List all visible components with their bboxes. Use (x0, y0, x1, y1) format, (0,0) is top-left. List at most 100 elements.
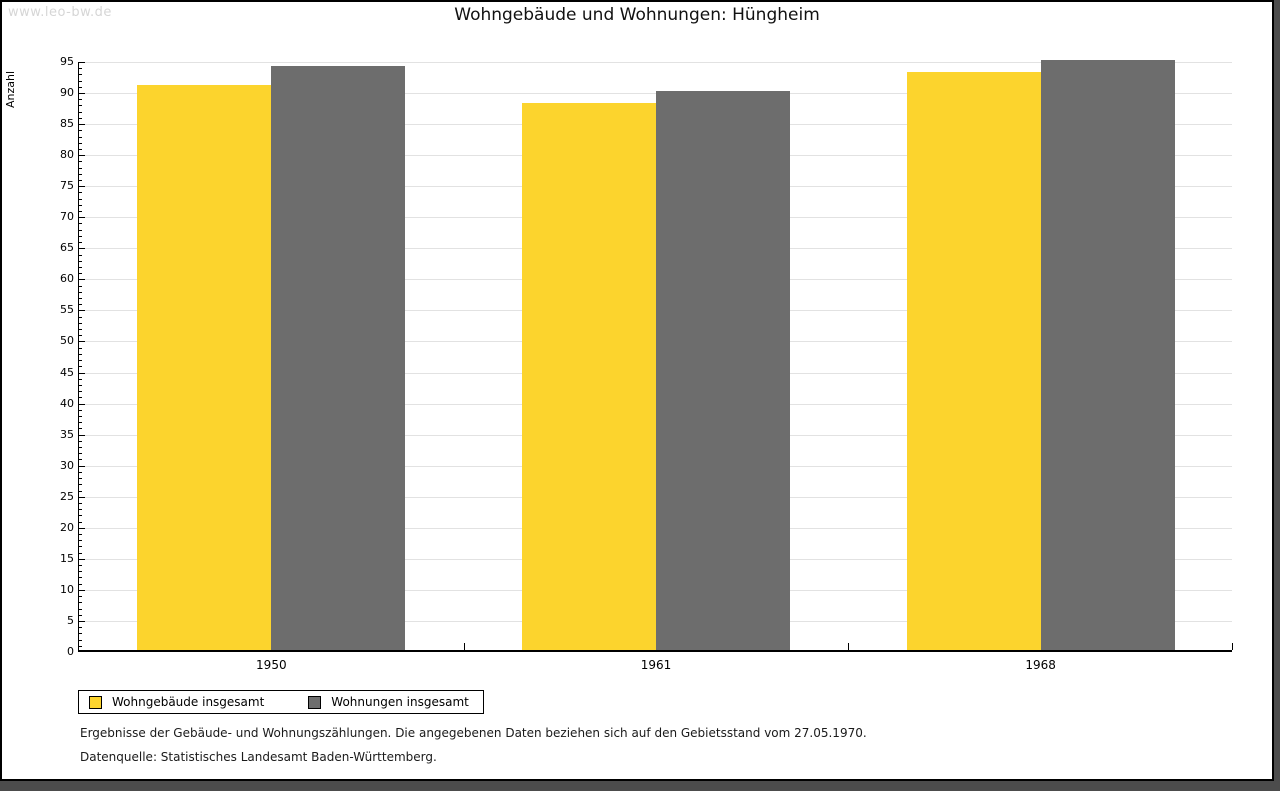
y-tick-label-90: 90 (60, 86, 74, 100)
bar-wohngebaeude-1968 (906, 72, 1041, 650)
y-tick-44 (79, 378, 82, 380)
y-tick-41 (79, 397, 82, 399)
y-tick-2 (79, 639, 82, 641)
y-tick-37 (79, 422, 82, 424)
y-tick-19 (79, 534, 82, 535)
y-tick-43 (79, 384, 82, 386)
y-tick-45 (79, 372, 85, 374)
x-boundary-tick-1 (463, 643, 465, 650)
y-tick-50 (79, 341, 85, 343)
y-tick-5 (79, 620, 85, 622)
y-tick-label-5: 5 (67, 613, 74, 627)
y-tick-33 (79, 447, 82, 449)
y-tick-39 (79, 409, 82, 411)
y-tick-4 (79, 627, 82, 629)
y-tick-38 (79, 416, 82, 417)
y-tick-24 (79, 502, 82, 504)
y-tick-27 (79, 484, 82, 486)
y-tick-74 (79, 192, 82, 194)
y-tick-20 (79, 527, 85, 529)
y-tick-label-60: 60 (60, 272, 74, 286)
y-tick-54 (79, 316, 82, 318)
y-tick-70 (79, 217, 85, 219)
y-tick-32 (79, 453, 82, 455)
y-tick-15 (79, 558, 85, 560)
y-tick-14 (79, 565, 82, 567)
bar-wohnungen-1961 (656, 91, 790, 650)
y-tick-label-70: 70 (60, 210, 74, 224)
y-tick-42 (79, 391, 82, 393)
y-tick-64 (79, 254, 82, 256)
y-tick-93 (79, 74, 82, 76)
y-tick-label-0: 0 (67, 645, 74, 658)
y-tick-76 (79, 180, 82, 181)
y-tick-79 (79, 161, 82, 163)
y-tick-85 (79, 124, 85, 126)
y-tick-label-10: 10 (60, 582, 74, 596)
gridline-y-95 (79, 62, 1232, 63)
y-tick-8 (79, 602, 82, 604)
y-tick-46 (79, 366, 82, 368)
y-tick-88 (79, 105, 82, 107)
y-tick-87 (79, 111, 82, 113)
y-tick-28 (79, 478, 82, 480)
y-tick-6 (79, 614, 82, 616)
y-tick-22 (79, 515, 82, 517)
y-tick-1 (79, 645, 82, 647)
y-tick-83 (79, 136, 82, 138)
y-tick-77 (79, 173, 82, 175)
y-tick-81 (79, 148, 82, 150)
bar-wohngebaeude-1950 (137, 84, 272, 650)
y-tick-17 (79, 546, 82, 548)
y-tick-58 (79, 291, 82, 293)
y-tick-23 (79, 509, 82, 511)
y-tick-label-75: 75 (60, 179, 74, 193)
y-tick-56 (79, 304, 82, 306)
y-tick-10 (79, 589, 85, 591)
y-tick-30 (79, 465, 85, 467)
y-tick-73 (79, 198, 82, 200)
y-tick-label-85: 85 (60, 117, 74, 131)
y-tick-label-50: 50 (60, 334, 74, 348)
y-tick-47 (79, 360, 82, 362)
y-tick-26 (79, 490, 82, 492)
y-tick-95 (79, 62, 85, 63)
y-tick-68 (79, 229, 82, 231)
watermark-leo-bw: www.leo-bw.de (8, 5, 112, 20)
y-tick-89 (79, 99, 82, 101)
footnote-data-source: Datenquelle: Statistisches Landesamt Bad… (80, 750, 437, 764)
legend-label-wohngebaeude: Wohngebäude insgesamt (112, 695, 265, 709)
chart-title: Wohngebäude und Wohnungen: Hüngheim (454, 5, 820, 25)
y-tick-52 (79, 329, 82, 331)
legend-item-wohngebaeude: Wohngebäude insgesamt (89, 695, 264, 709)
y-tick-label-65: 65 (60, 241, 74, 255)
y-tick-51 (79, 335, 82, 337)
bar-wohngebaeude-1961 (522, 103, 656, 650)
y-tick-label-15: 15 (60, 551, 74, 565)
y-tick-34 (79, 440, 82, 442)
y-tick-78 (79, 167, 82, 169)
y-tick-35 (79, 434, 85, 436)
y-tick-21 (79, 521, 82, 523)
x-tick-label-1968: 1968 (1025, 658, 1056, 672)
y-tick-90 (79, 93, 85, 95)
y-tick-62 (79, 266, 82, 268)
y-tick-label-30: 30 (60, 458, 74, 472)
legend-swatch-wohngebaeude (89, 695, 102, 709)
y-tick-53 (79, 322, 82, 324)
x-boundary-tick-2 (848, 643, 850, 650)
plot-area: 1950 1961 1968 (78, 60, 1233, 672)
y-tick-60 (79, 279, 85, 281)
y-tick-65 (79, 248, 85, 250)
legend-swatch-wohnungen (308, 695, 322, 709)
y-tick-label-95: 95 (60, 55, 74, 68)
y-tick-91 (79, 86, 82, 88)
y-tick-57 (79, 298, 82, 299)
y-tick-7 (79, 608, 82, 610)
legend-box: Wohngebäude insgesamt Wohnungen insgesamt (78, 690, 484, 714)
y-tick-29 (79, 471, 82, 473)
y-tick-36 (79, 428, 82, 430)
y-tick-9 (79, 596, 82, 598)
y-tick-label-80: 80 (60, 148, 74, 162)
y-tick-25 (79, 496, 85, 498)
